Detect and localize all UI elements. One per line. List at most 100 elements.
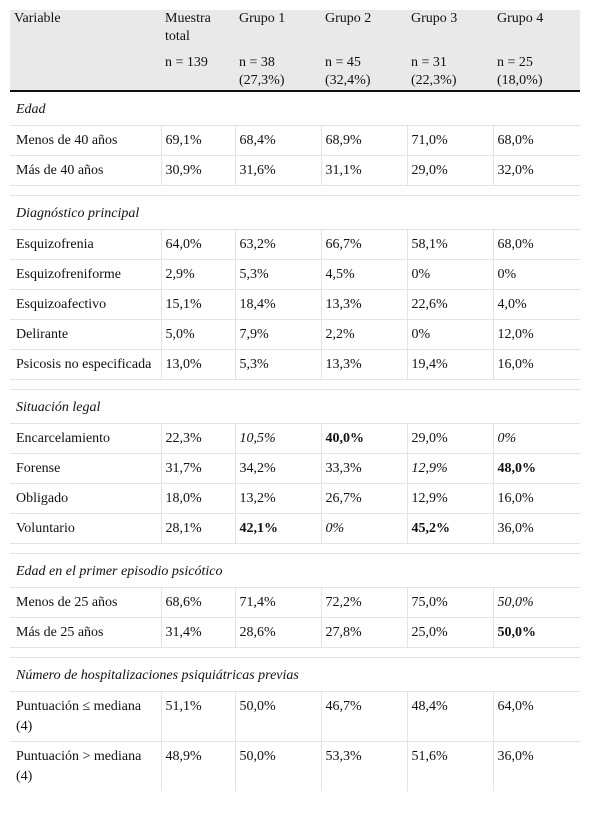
header-n: n = 25 xyxy=(497,55,533,70)
row-label: Esquizofreniforme xyxy=(10,259,162,290)
value-cell: 10,5% xyxy=(235,423,322,454)
value-cell: 71,0% xyxy=(407,125,494,156)
value-cell: 68,0% xyxy=(493,229,580,260)
header-column: Muestra total n = 139 xyxy=(161,10,235,92)
value-cell: 18,4% xyxy=(235,289,322,320)
value-cell: 2,2% xyxy=(321,319,408,350)
section-title: Edad xyxy=(10,90,580,126)
value-cell: 12,0% xyxy=(493,319,580,350)
value-cell: 64,0% xyxy=(161,229,236,260)
value-cell: 0% xyxy=(493,259,580,290)
header-column: Grupo 1 n = 38 (27,3%) xyxy=(235,10,321,92)
header-pct: (27,3%) xyxy=(239,73,285,88)
value-cell: 53,3% xyxy=(321,741,408,791)
row-label: Encarcelamiento xyxy=(10,423,162,454)
section-spacer xyxy=(10,647,580,658)
value-cell: 13,3% xyxy=(321,289,408,320)
spacer-cell xyxy=(10,185,580,196)
value-cell: 29,0% xyxy=(407,155,494,186)
value-cell: 34,2% xyxy=(235,453,322,484)
value-cell: 18,0% xyxy=(161,483,236,514)
value-cell: 72,2% xyxy=(321,587,408,618)
section-title: Diagnóstico principal xyxy=(10,195,580,230)
header-n: n = 45 xyxy=(325,55,361,70)
table-row: Menos de 40 años 69,1% 68,4% 68,9% 71,0% 68,0… xyxy=(10,125,580,156)
table-row: Puntuación > mediana (4) 48,9% 50,0% 53,3% 5… xyxy=(10,741,580,791)
value-cell: 13,0% xyxy=(161,349,236,380)
row-label: Más de 40 años xyxy=(10,155,162,186)
value-cell: 22,6% xyxy=(407,289,494,320)
header-n: n = 38 xyxy=(239,55,275,70)
value-cell: 0% xyxy=(407,319,494,350)
value-cell: 15,1% xyxy=(161,289,236,320)
section-header-row: Número de hospitalizaciones psiquiátrica… xyxy=(10,657,580,692)
header-column: Grupo 2 n = 45 (32,4%) xyxy=(321,10,407,92)
value-cell: 69,1% xyxy=(161,125,236,156)
row-label: Forense xyxy=(10,453,162,484)
value-cell: 75,0% xyxy=(407,587,494,618)
value-cell: 31,7% xyxy=(161,453,236,484)
value-cell: 50,0% xyxy=(235,691,322,742)
header-n: n = 139 xyxy=(165,55,208,70)
value-cell: 50,0% xyxy=(235,741,322,791)
value-cell: 48,0% xyxy=(493,453,580,484)
section-title: Número de hospitalizaciones psiquiátrica… xyxy=(10,657,580,692)
value-cell: 66,7% xyxy=(321,229,408,260)
value-cell: 22,3% xyxy=(161,423,236,454)
section-spacer xyxy=(10,379,580,390)
data-table: Variable Muestra total n = 139 Grupo 1 n =… xyxy=(10,10,580,791)
row-label: Menos de 25 años xyxy=(10,587,162,618)
table-row: Más de 25 años 31,4% 28,6% 27,8% 25,0% 50,0% xyxy=(10,617,580,648)
spacer-cell xyxy=(10,647,580,658)
value-cell: 71,4% xyxy=(235,587,322,618)
table-body: Edad Menos de 40 años 69,1% 68,4% 68,9% 71,0%… xyxy=(10,90,580,791)
header-pct: (22,3%) xyxy=(411,73,457,88)
row-label: Delirante xyxy=(10,319,162,350)
value-cell: 19,4% xyxy=(407,349,494,380)
value-cell: 27,8% xyxy=(321,617,408,648)
value-cell: 48,9% xyxy=(161,741,236,791)
row-label: Puntuación ≤ mediana (4) xyxy=(10,691,162,742)
value-cell: 68,0% xyxy=(493,125,580,156)
value-cell: 51,6% xyxy=(407,741,494,791)
value-cell: 12,9% xyxy=(407,483,494,514)
value-cell: 25,0% xyxy=(407,617,494,648)
header-pct: (32,4%) xyxy=(325,73,371,88)
section-spacer xyxy=(10,543,580,554)
value-cell: 28,6% xyxy=(235,617,322,648)
header-n: n = 31 xyxy=(411,55,447,70)
value-cell: 13,3% xyxy=(321,349,408,380)
header-label: Muestra total xyxy=(165,11,211,44)
table-row: Encarcelamiento 22,3% 10,5% 40,0% 29,0% 0% xyxy=(10,423,580,454)
table-row: Menos de 25 años 68,6% 71,4% 72,2% 75,0% 50,0… xyxy=(10,587,580,618)
value-cell: 12,9% xyxy=(407,453,494,484)
header-variable: Variable xyxy=(10,10,161,92)
header-label: Grupo 3 xyxy=(411,11,458,26)
row-label: Psicosis no especificada xyxy=(10,349,162,380)
header-column: Grupo 3 n = 31 (22,3%) xyxy=(407,10,493,92)
value-cell: 40,0% xyxy=(321,423,408,454)
value-cell: 42,1% xyxy=(235,513,322,544)
section-header-row: Situación legal xyxy=(10,389,580,424)
value-cell: 32,0% xyxy=(493,155,580,186)
value-cell: 36,0% xyxy=(493,513,580,544)
value-cell: 31,4% xyxy=(161,617,236,648)
section-header-row: Diagnóstico principal xyxy=(10,195,580,230)
value-cell: 4,0% xyxy=(493,289,580,320)
value-cell: 50,0% xyxy=(493,617,580,648)
section-header-row: Edad xyxy=(10,90,580,126)
value-cell: 36,0% xyxy=(493,741,580,791)
value-cell: 0% xyxy=(321,513,408,544)
table-row: Puntuación ≤ mediana (4) 51,1% 50,0% 46,7% 4… xyxy=(10,691,580,742)
value-cell: 45,2% xyxy=(407,513,494,544)
table-row: Forense 31,7% 34,2% 33,3% 12,9% 48,0% xyxy=(10,453,580,484)
spacer-cell xyxy=(10,543,580,554)
row-label: Más de 25 años xyxy=(10,617,162,648)
value-cell: 31,6% xyxy=(235,155,322,186)
section-title: Situación legal xyxy=(10,389,580,424)
value-cell: 64,0% xyxy=(493,691,580,742)
table-row: Esquizoafectivo 15,1% 18,4% 13,3% 22,6% 4,0% xyxy=(10,289,580,320)
row-label: Puntuación > mediana (4) xyxy=(10,741,162,791)
value-cell: 7,9% xyxy=(235,319,322,350)
table-row: Esquizofrenia 64,0% 63,2% 66,7% 58,1% 68,0% xyxy=(10,229,580,260)
